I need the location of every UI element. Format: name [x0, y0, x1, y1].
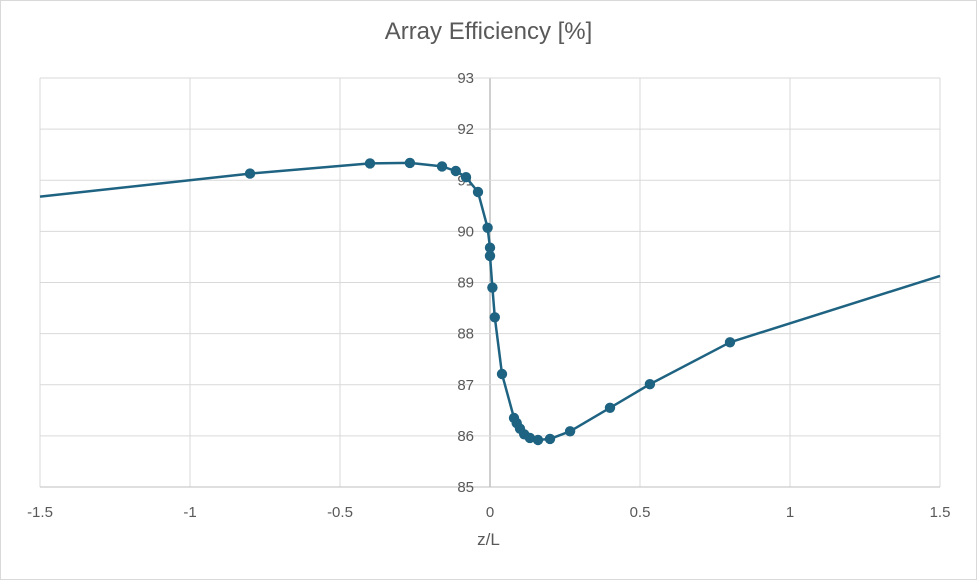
data-point: [487, 282, 498, 293]
y-tick-label: 88: [457, 326, 474, 343]
data-point: [450, 165, 461, 177]
data-point: [489, 312, 500, 323]
x-tick-label: 1.5: [930, 504, 951, 521]
chart-title: Array Efficiency [%]: [384, 18, 593, 45]
x-tick-label: 0: [486, 504, 494, 521]
y-tick-labels: 858687888990919293: [457, 70, 474, 496]
x-tick-labels: -1.5 -1 -0.5 0 0.5 1 1.5: [27, 504, 950, 521]
data-point: [460, 172, 472, 183]
data-point: [484, 242, 496, 253]
y-tick-label: 93: [457, 70, 474, 87]
series-points: [244, 157, 736, 446]
y-tick-label: 89: [457, 275, 474, 292]
data-point: [496, 368, 508, 380]
data-point: [244, 168, 256, 179]
data-point: [436, 161, 448, 172]
y-tick-label: 90: [457, 223, 474, 240]
data-point: [484, 250, 496, 262]
data-point: [644, 379, 656, 390]
y-tick-label: 92: [457, 121, 474, 138]
gridlines: [39, 77, 941, 488]
x-tick-label: -1: [183, 504, 196, 521]
data-point: [404, 157, 416, 169]
data-point: [604, 402, 616, 413]
x-axis-label: z/L: [477, 530, 500, 549]
data-point: [364, 158, 376, 169]
data-point: [564, 426, 576, 437]
data-point: [724, 337, 736, 348]
x-tick-label: 1: [786, 504, 794, 521]
x-tick-label: -0.5: [327, 504, 353, 521]
data-point: [482, 222, 493, 233]
data-point: [472, 186, 484, 198]
y-tick-label: 87: [457, 377, 474, 394]
x-tick-label: -1.5: [27, 504, 53, 521]
data-point: [524, 432, 536, 444]
y-tick-label: 86: [457, 428, 474, 445]
data-point: [544, 433, 556, 445]
x-tick-label: 0.5: [630, 504, 651, 521]
data-point: [532, 434, 544, 446]
y-tick-label: 85: [457, 479, 474, 496]
